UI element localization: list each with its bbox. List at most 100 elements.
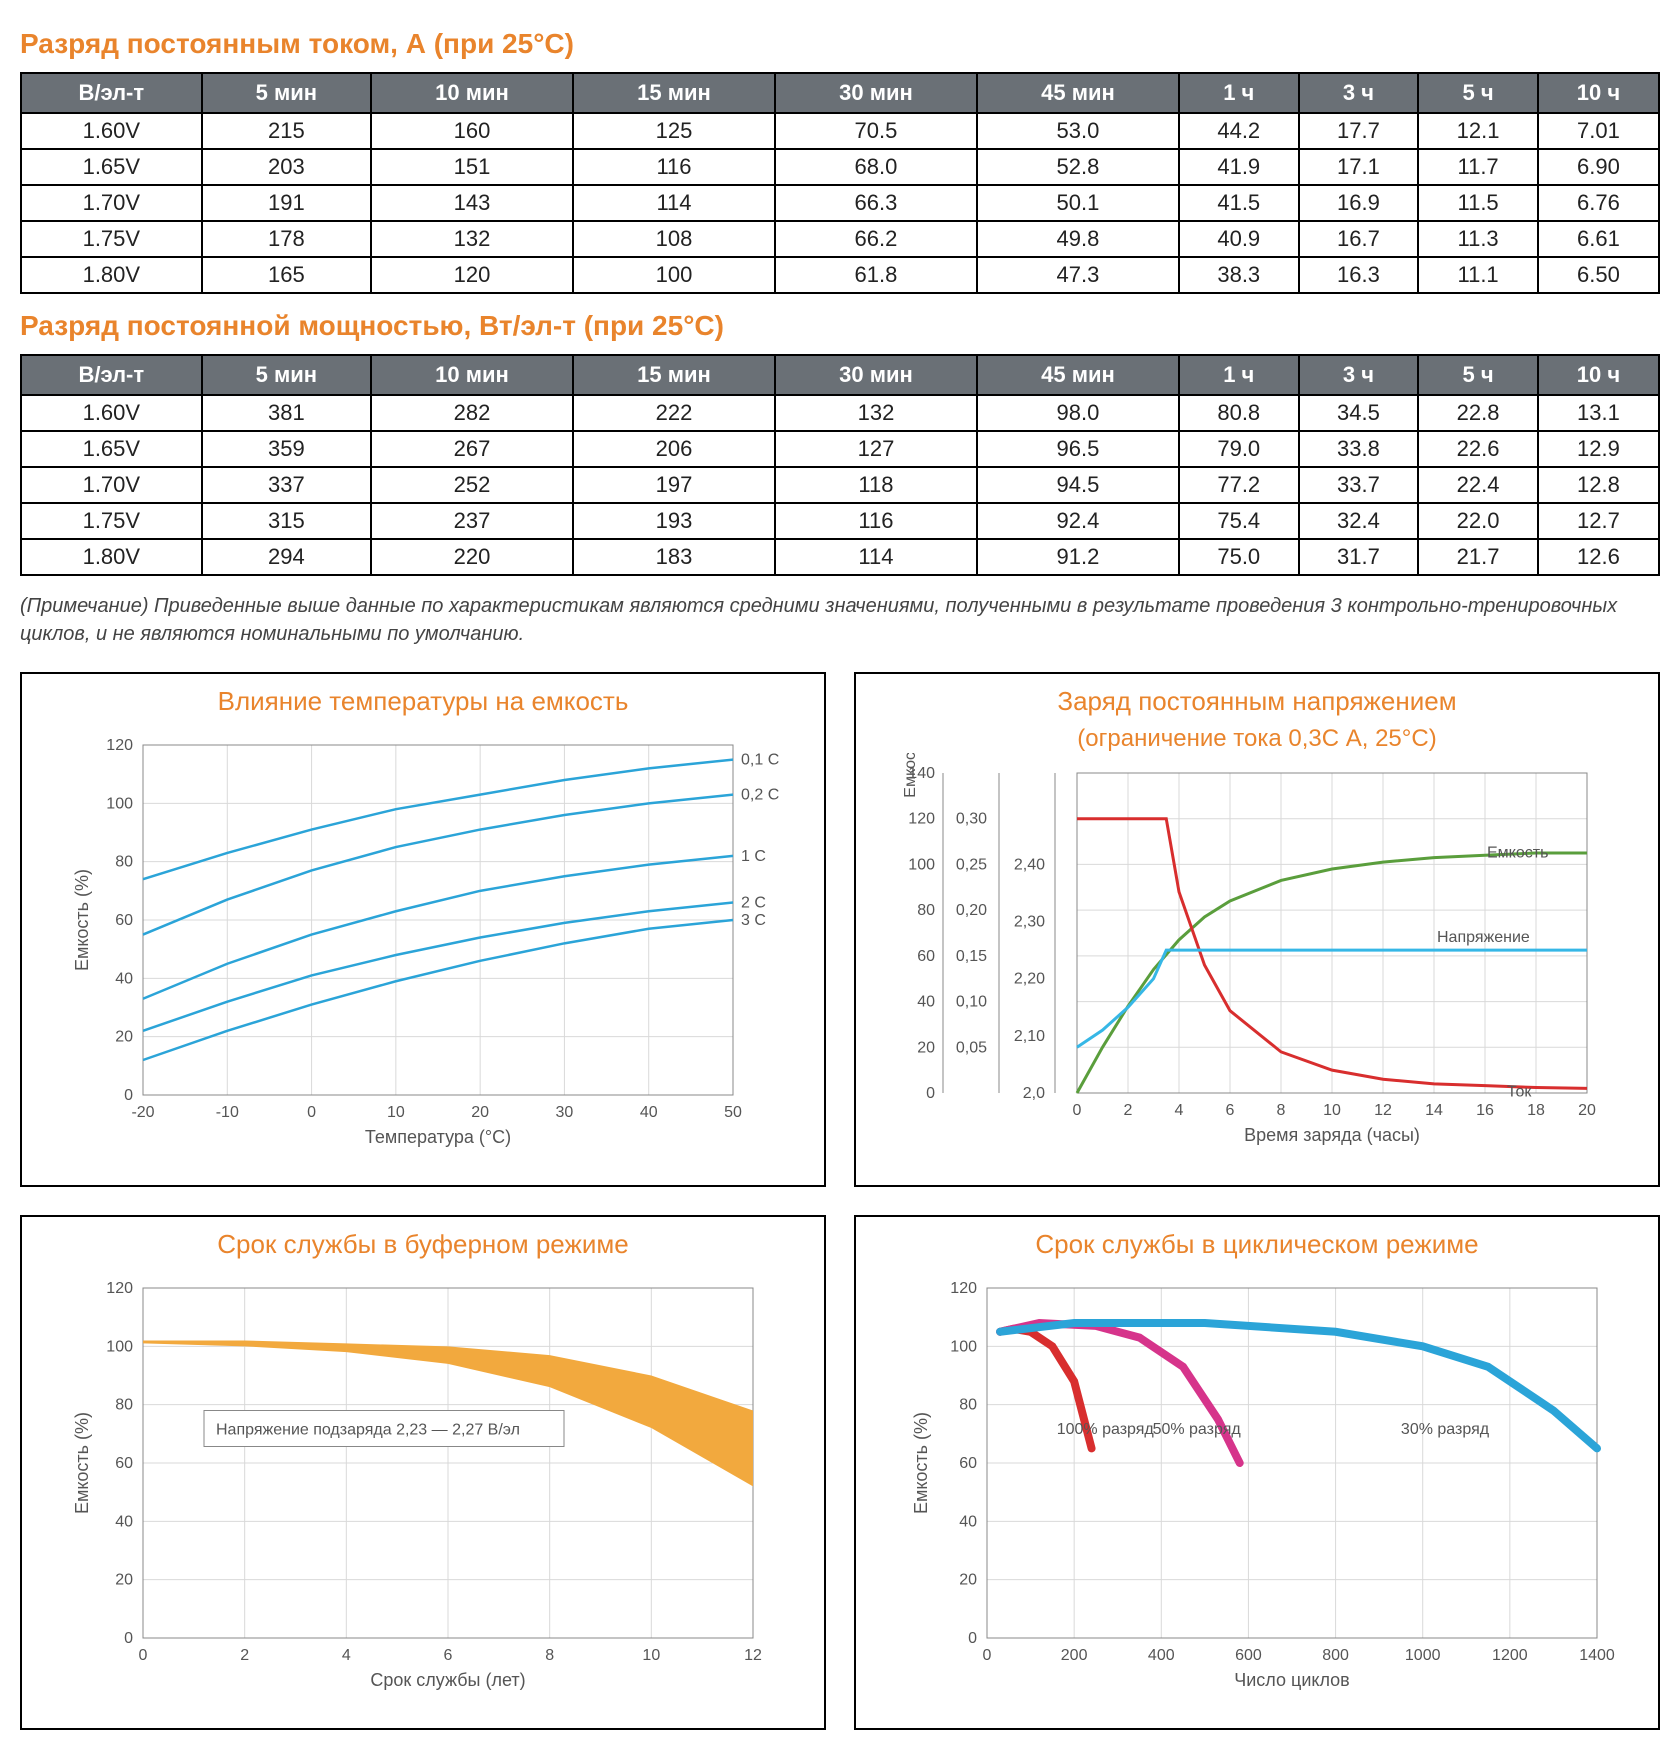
cell: 32.4 — [1299, 503, 1419, 539]
cell: 22.8 — [1418, 395, 1538, 431]
col-header: 1 ч — [1179, 355, 1299, 395]
svg-text:20: 20 — [959, 1572, 977, 1589]
cell: 114 — [573, 185, 775, 221]
svg-text:Температура (°С): Температура (°С) — [365, 1127, 511, 1147]
cell: 127 — [775, 431, 977, 467]
chart-charge-title: Заряд постоянным напряжением — [876, 686, 1638, 717]
cell: 75.4 — [1179, 503, 1299, 539]
svg-text:2: 2 — [1124, 1102, 1133, 1119]
svg-text:18: 18 — [1527, 1102, 1545, 1119]
cell: 1.60V — [21, 113, 202, 149]
cell: 12.9 — [1538, 431, 1659, 467]
chart-buffer-title: Срок службы в буферном режиме — [42, 1229, 804, 1260]
svg-text:Емкость (%): Емкость (%) — [72, 869, 92, 971]
svg-text:60: 60 — [917, 948, 935, 965]
table-row: 1.80V29422018311491.275.031.721.712.6 — [21, 539, 1659, 575]
svg-text:80: 80 — [115, 854, 133, 871]
cell: 337 — [202, 467, 371, 503]
cell: 17.7 — [1299, 113, 1419, 149]
cell: 178 — [202, 221, 371, 257]
cell: 75.0 — [1179, 539, 1299, 575]
cell: 237 — [371, 503, 573, 539]
col-header: 1 ч — [1179, 73, 1299, 113]
svg-text:-20: -20 — [131, 1104, 154, 1121]
cell: 252 — [371, 467, 573, 503]
cell: 61.8 — [775, 257, 977, 293]
cell: 41.5 — [1179, 185, 1299, 221]
col-header: 3 ч — [1299, 355, 1419, 395]
svg-text:100: 100 — [106, 1338, 133, 1355]
cell: 12.7 — [1538, 503, 1659, 539]
cell: 125 — [573, 113, 775, 149]
cell: 94.5 — [977, 467, 1179, 503]
svg-text:80: 80 — [959, 1397, 977, 1414]
cell: 50.1 — [977, 185, 1179, 221]
cell: 22.4 — [1418, 467, 1538, 503]
chart-charge: Заряд постоянным напряжением (ограничени… — [854, 672, 1660, 1187]
svg-text:20: 20 — [115, 1029, 133, 1046]
cell: 1.65V — [21, 149, 202, 185]
table-row: 1.60V21516012570.553.044.217.712.17.01 — [21, 113, 1659, 149]
svg-text:0,15: 0,15 — [956, 948, 987, 965]
svg-text:2,0: 2,0 — [1023, 1085, 1045, 1102]
svg-text:0,20: 0,20 — [956, 902, 987, 919]
svg-text:Срок службы (лет): Срок службы (лет) — [370, 1670, 525, 1690]
col-header: 5 ч — [1418, 355, 1538, 395]
cell: 1.75V — [21, 503, 202, 539]
cell: 44.2 — [1179, 113, 1299, 149]
svg-text:100: 100 — [950, 1338, 977, 1355]
cell: 294 — [202, 539, 371, 575]
cell: 1.70V — [21, 467, 202, 503]
svg-text:4: 4 — [342, 1647, 351, 1664]
cell: 165 — [202, 257, 371, 293]
cell: 220 — [371, 539, 573, 575]
cell: 68.0 — [775, 149, 977, 185]
svg-text:60: 60 — [959, 1455, 977, 1472]
svg-text:400: 400 — [1148, 1647, 1175, 1664]
svg-text:4: 4 — [1175, 1102, 1184, 1119]
cell: 52.8 — [977, 149, 1179, 185]
cell: 22.6 — [1418, 431, 1538, 467]
svg-text:40: 40 — [959, 1513, 977, 1530]
cell: 1.80V — [21, 257, 202, 293]
table-row: 1.70V19114311466.350.141.516.911.56.76 — [21, 185, 1659, 221]
svg-text:0: 0 — [124, 1087, 133, 1104]
cell: 359 — [202, 431, 371, 467]
svg-text:50: 50 — [724, 1104, 742, 1121]
svg-text:0: 0 — [983, 1647, 992, 1664]
svg-text:20: 20 — [917, 1039, 935, 1056]
cell: 1.70V — [21, 185, 202, 221]
cell: 7.01 — [1538, 113, 1659, 149]
cell: 282 — [371, 395, 573, 431]
col-header: В/эл-т — [21, 355, 202, 395]
svg-text:16: 16 — [1476, 1102, 1494, 1119]
col-header: 15 мин — [573, 73, 775, 113]
cell: 92.4 — [977, 503, 1179, 539]
svg-text:100: 100 — [106, 795, 133, 812]
cell: 116 — [775, 503, 977, 539]
chart-temperature: Влияние температуры на емкость 020406080… — [20, 672, 826, 1187]
svg-text:Ток: Ток — [1507, 1084, 1532, 1101]
svg-text:0: 0 — [307, 1104, 316, 1121]
svg-text:8: 8 — [545, 1647, 554, 1664]
cell: 33.8 — [1299, 431, 1419, 467]
col-header: 5 мин — [202, 355, 371, 395]
cell: 41.9 — [1179, 149, 1299, 185]
cell: 12.1 — [1418, 113, 1538, 149]
svg-text:8: 8 — [1277, 1102, 1286, 1119]
cell: 193 — [573, 503, 775, 539]
col-header: В/эл-т — [21, 73, 202, 113]
cell: 11.1 — [1418, 257, 1538, 293]
cell: 203 — [202, 149, 371, 185]
col-header: 3 ч — [1299, 73, 1419, 113]
cell: 11.5 — [1418, 185, 1538, 221]
svg-text:2,20: 2,20 — [1014, 971, 1045, 988]
svg-text:Емкость: Емкость — [1487, 845, 1548, 862]
cell: 120 — [371, 257, 573, 293]
cell: 79.0 — [1179, 431, 1299, 467]
table-row: 1.70V33725219711894.577.233.722.412.8 — [21, 467, 1659, 503]
svg-text:Емкость (%): Емкость (%) — [911, 1412, 931, 1514]
svg-text:120: 120 — [106, 1280, 133, 1297]
svg-text:0,05: 0,05 — [956, 1039, 987, 1056]
cell: 183 — [573, 539, 775, 575]
